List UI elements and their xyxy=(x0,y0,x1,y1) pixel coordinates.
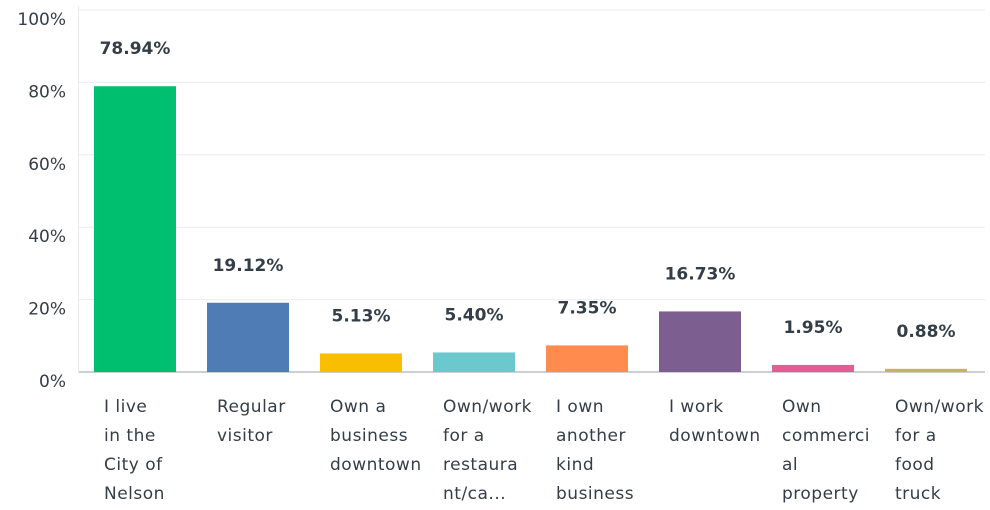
x-tick-label: Own/work for a food truck xyxy=(895,397,984,504)
value-label: 0.88% xyxy=(897,322,956,342)
x-tick-label: Own a business downtown xyxy=(330,397,422,475)
x-tick-label: I work downtown xyxy=(669,397,761,446)
y-tick-label: 0% xyxy=(39,372,66,392)
bar xyxy=(320,353,402,372)
value-label: 19.12% xyxy=(213,256,284,276)
value-label: 78.94% xyxy=(100,39,171,59)
bar xyxy=(885,368,967,372)
x-tick-label: Regular visitor xyxy=(217,397,286,446)
bar xyxy=(546,345,628,372)
value-label: 1.95% xyxy=(784,318,843,338)
value-label: 5.40% xyxy=(445,305,504,325)
x-tick-label: I live in the City of Nelson xyxy=(104,397,165,504)
x-tick-label: Own commerci al property xyxy=(782,397,871,504)
y-tick-label: 20% xyxy=(28,300,66,320)
bar xyxy=(659,311,741,372)
bar xyxy=(94,86,176,373)
value-label: 5.13% xyxy=(332,306,391,326)
x-tick-label: Own/work for a restaura nt/ca... xyxy=(443,397,532,504)
bar xyxy=(433,352,515,372)
y-tick-label: 80% xyxy=(28,82,66,102)
y-tick-label: 100% xyxy=(17,10,66,30)
x-tick-label: I own another kind business xyxy=(556,397,635,504)
y-tick-label: 40% xyxy=(28,227,66,247)
bar xyxy=(772,364,854,372)
value-label: 7.35% xyxy=(558,298,617,318)
bar xyxy=(207,302,289,372)
value-label: 16.73% xyxy=(665,264,736,284)
y-tick-label: 60% xyxy=(28,155,66,175)
